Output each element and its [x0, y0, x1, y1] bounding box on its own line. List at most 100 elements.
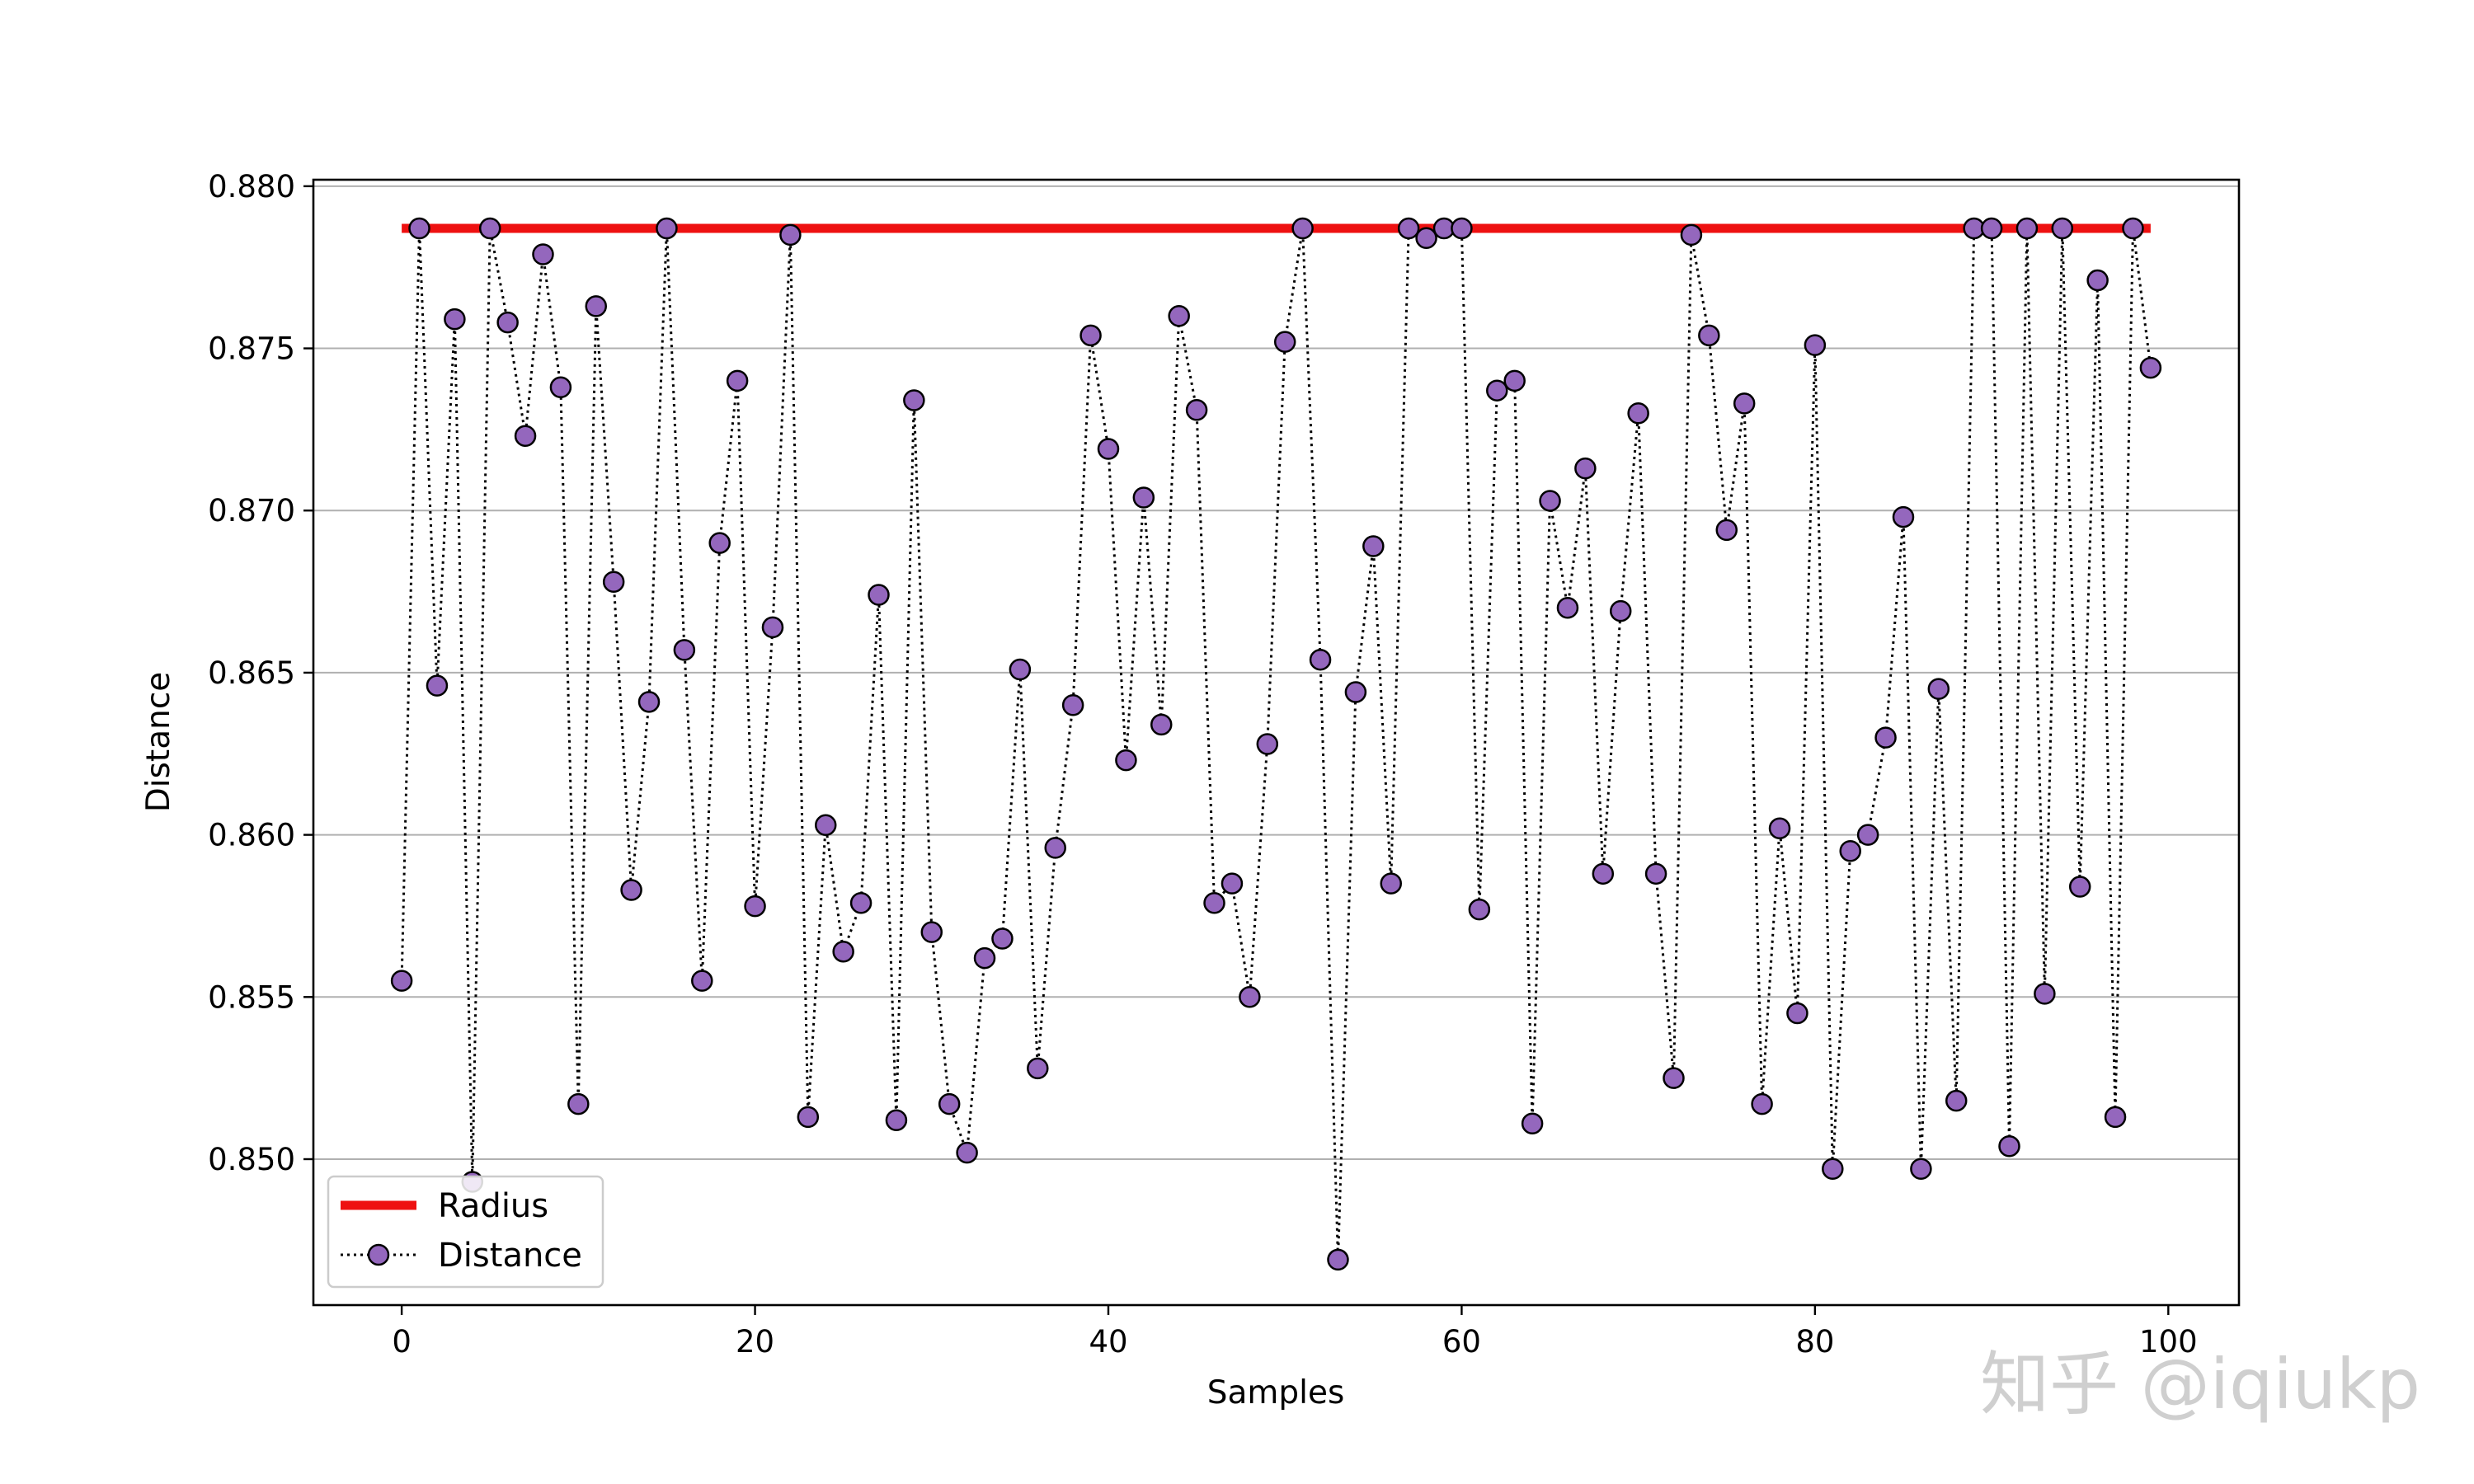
distance-point: [691, 970, 713, 992]
distance-point: [1115, 749, 1137, 772]
distance-point: [1221, 872, 1244, 895]
distance-point: [1150, 713, 1173, 736]
distance-point: [903, 389, 925, 411]
distance-point: [1079, 324, 1102, 347]
distance-point: [1061, 694, 1084, 716]
distance-point: [390, 970, 413, 992]
distance-point: [2122, 217, 2144, 240]
distance-point: [585, 295, 608, 317]
distance-point: [814, 814, 837, 837]
distance-point: [1945, 1089, 1968, 1112]
distance-point: [1980, 217, 2003, 240]
distance-point: [1203, 891, 1225, 914]
distance-point: [1451, 217, 1473, 240]
distance-point: [1009, 658, 1032, 681]
axes: 0.850 0.855 0.860 0.865 0.870 0.875 0.880 0 20 40…: [208, 169, 2198, 1360]
distance-point: [1503, 369, 1526, 392]
distance-point: [761, 616, 784, 639]
distance-point: [1239, 986, 1261, 1008]
distance-point: [2104, 1106, 2127, 1129]
distance-point: [1168, 304, 1190, 327]
distance-point: [2051, 217, 2074, 240]
distance-point: [868, 584, 890, 606]
distance-point: [1574, 457, 1597, 480]
distance-point: [920, 921, 943, 943]
distance-point: [1786, 1002, 1808, 1025]
distance-point: [1539, 490, 1561, 512]
distance-point: [1698, 324, 1720, 347]
distance-point: [2034, 983, 2056, 1005]
x-axis-label: Samples: [1207, 1374, 1345, 1411]
distance-point: [656, 217, 678, 240]
distance-point: [1291, 217, 1314, 240]
distance-point: [1415, 227, 1437, 250]
distance-point: [1556, 597, 1579, 619]
distance-point: [1751, 1092, 1773, 1115]
y-tick-label: 0.870: [208, 493, 295, 528]
distance-point: [2015, 217, 2039, 240]
distance-point: [1927, 678, 1950, 700]
distance-point: [1397, 217, 1420, 240]
distance-point: [1663, 1067, 1685, 1089]
distance-point: [549, 376, 572, 399]
distance-point: [602, 571, 625, 594]
distance-point: [1804, 334, 1827, 356]
distance-point: [496, 311, 519, 334]
y-axis-label: Distance: [140, 672, 177, 813]
distance-point: [1644, 862, 1667, 885]
distance-point: [1256, 733, 1279, 755]
y-tick-label: 0.860: [208, 818, 295, 853]
distance-point: [1327, 1248, 1349, 1271]
distance-point: [478, 217, 501, 240]
distance-point: [1609, 599, 1632, 622]
distance-point: [1910, 1158, 1932, 1181]
distance-point: [1680, 223, 1703, 247]
distance-point: [2139, 356, 2162, 379]
x-tick-label: 40: [1089, 1324, 1127, 1360]
distance-point: [1344, 681, 1367, 703]
distance-point: [1027, 1057, 1049, 1080]
distance-point: [1468, 898, 1491, 921]
distance-point: [1874, 726, 1897, 749]
legend-radius-label: Radius: [438, 1187, 548, 1225]
distance-point: [726, 369, 749, 392]
y-tick-label: 0.875: [208, 331, 295, 367]
distance-point: [1044, 837, 1066, 859]
distance-point: [1380, 872, 1402, 895]
distance-point: [1856, 824, 1879, 846]
distance-point: [956, 1141, 978, 1164]
distance-point: [885, 1109, 908, 1132]
distance-point: [620, 879, 642, 901]
distance-point: [1486, 379, 1508, 402]
x-tick-label: 20: [736, 1324, 774, 1360]
distance-point: [1768, 817, 1791, 839]
distance-point: [797, 1106, 820, 1129]
distance-point: [1521, 1112, 1544, 1134]
legend-distance-label: Distance: [438, 1237, 582, 1275]
distance-point: [708, 532, 731, 554]
distance-point: [779, 223, 802, 247]
distance-point: [1362, 535, 1385, 557]
x-tick-label: 60: [1442, 1324, 1481, 1360]
distance-point: [1627, 402, 1649, 425]
distance-point: [2068, 876, 2091, 898]
distance-point: [1132, 486, 1155, 509]
series-layer: [390, 217, 2162, 1271]
distance-point: [1715, 519, 1738, 542]
distance-point: [973, 946, 996, 970]
plot-frame: [312, 178, 2241, 1307]
distance-point: [1998, 1134, 2020, 1158]
x-tick-label: 80: [1795, 1324, 1834, 1360]
distance-point: [1592, 862, 1615, 885]
distance-point: [1185, 399, 1208, 421]
distance-point: [514, 425, 537, 448]
distance-point: [2086, 269, 2109, 292]
x-tick-label: 100: [2139, 1324, 2198, 1360]
distance-point: [991, 928, 1014, 950]
y-tick-label: 0.855: [208, 979, 295, 1015]
grid-lines: [313, 185, 2239, 1160]
x-tick-label: 0: [392, 1324, 412, 1360]
distance-point: [1839, 840, 1861, 862]
y-tick-label: 0.850: [208, 1142, 295, 1177]
distance-point: [832, 940, 854, 963]
